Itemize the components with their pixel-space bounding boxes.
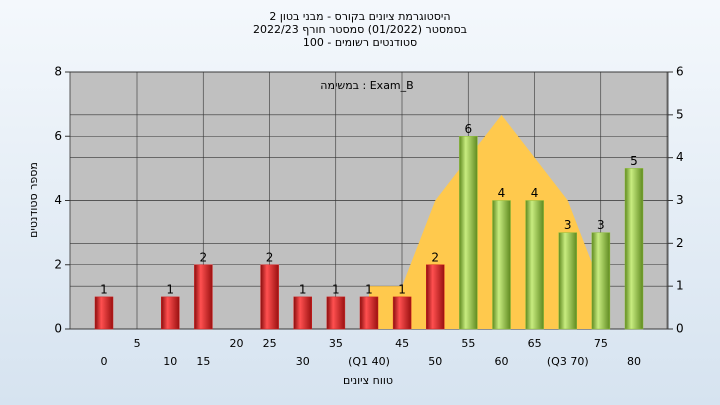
x-tick-label: 10 [163,355,177,368]
value-label: 2 [200,250,208,264]
bar [161,296,180,330]
annotation: במשימה : Exam_B [320,79,413,92]
value-label: 5 [630,154,638,168]
value-label: 1 [100,282,108,296]
y2-tick-label: 5 [676,107,684,121]
value-label: 3 [564,218,572,232]
y2-tick-label: 0 [676,322,684,336]
y2-tick-label: 2 [676,236,684,250]
value-label: 1 [166,282,174,296]
x-tick-label: 50 [428,355,442,368]
y-tick-label: 2 [54,257,62,271]
value-label: 1 [299,282,307,296]
x-tick-label: 60 [495,355,509,368]
y-tick-label: 4 [54,193,62,207]
x-tick-label: 45 [395,337,409,350]
x-tick-label: 25 [263,337,277,350]
x-tick-label: 35 [329,337,343,350]
value-label: 1 [398,282,406,296]
y2-tick-label: 4 [676,150,684,164]
bar [194,264,213,330]
bar [492,200,511,330]
title-line: היסטוגרמת ציונים בקורס - מבני בטון 2 [269,10,450,23]
x-tick-label: 15 [196,355,210,368]
value-label: 2 [431,250,439,264]
bar [591,232,611,330]
y2-tick-label: 1 [676,279,684,293]
x-tick-label: 5 [134,337,141,350]
bar [459,136,478,330]
value-label: 3 [597,218,605,232]
value-label: 4 [498,186,506,200]
bar [426,264,445,330]
y-tick-label: 8 [54,65,62,79]
value-label: 1 [332,282,340,296]
bar [525,200,544,330]
title-line: סטודנטים רשומים - 100 [303,36,417,49]
value-label: 6 [465,122,473,136]
bar [326,296,346,330]
bar [260,264,279,330]
x-tick-label: 0 [101,355,108,368]
y2-tick-label: 6 [676,65,684,79]
value-label: 2 [266,250,274,264]
bar [624,168,644,330]
x-tick-label: 55 [461,337,475,350]
bar [392,296,412,330]
value-label: 1 [365,282,373,296]
x-axis-label: טווח ציונים [343,374,393,387]
x-tick-label: 80 [627,355,641,368]
x-tick-label: 30 [296,355,310,368]
x-tick-label: 20 [230,337,244,350]
y-tick-label: 0 [54,322,62,336]
bar [94,296,114,330]
x-tick-label: (Q1 40) [348,355,390,368]
x-tick-label: 65 [528,337,542,350]
bar [558,232,577,330]
value-label: 4 [531,186,539,200]
title-line: בסמסטר (01/2022) סמסטר חורף 2022/23 [253,23,467,36]
y-tick-label: 6 [54,129,62,143]
bar [293,296,312,330]
y-axis-label: מספר סטודנטים [27,162,40,238]
y2-tick-label: 3 [676,193,684,207]
bar [359,296,379,330]
x-tick-label: (Q3 70) [547,355,589,368]
x-tick-label: 75 [594,337,608,350]
